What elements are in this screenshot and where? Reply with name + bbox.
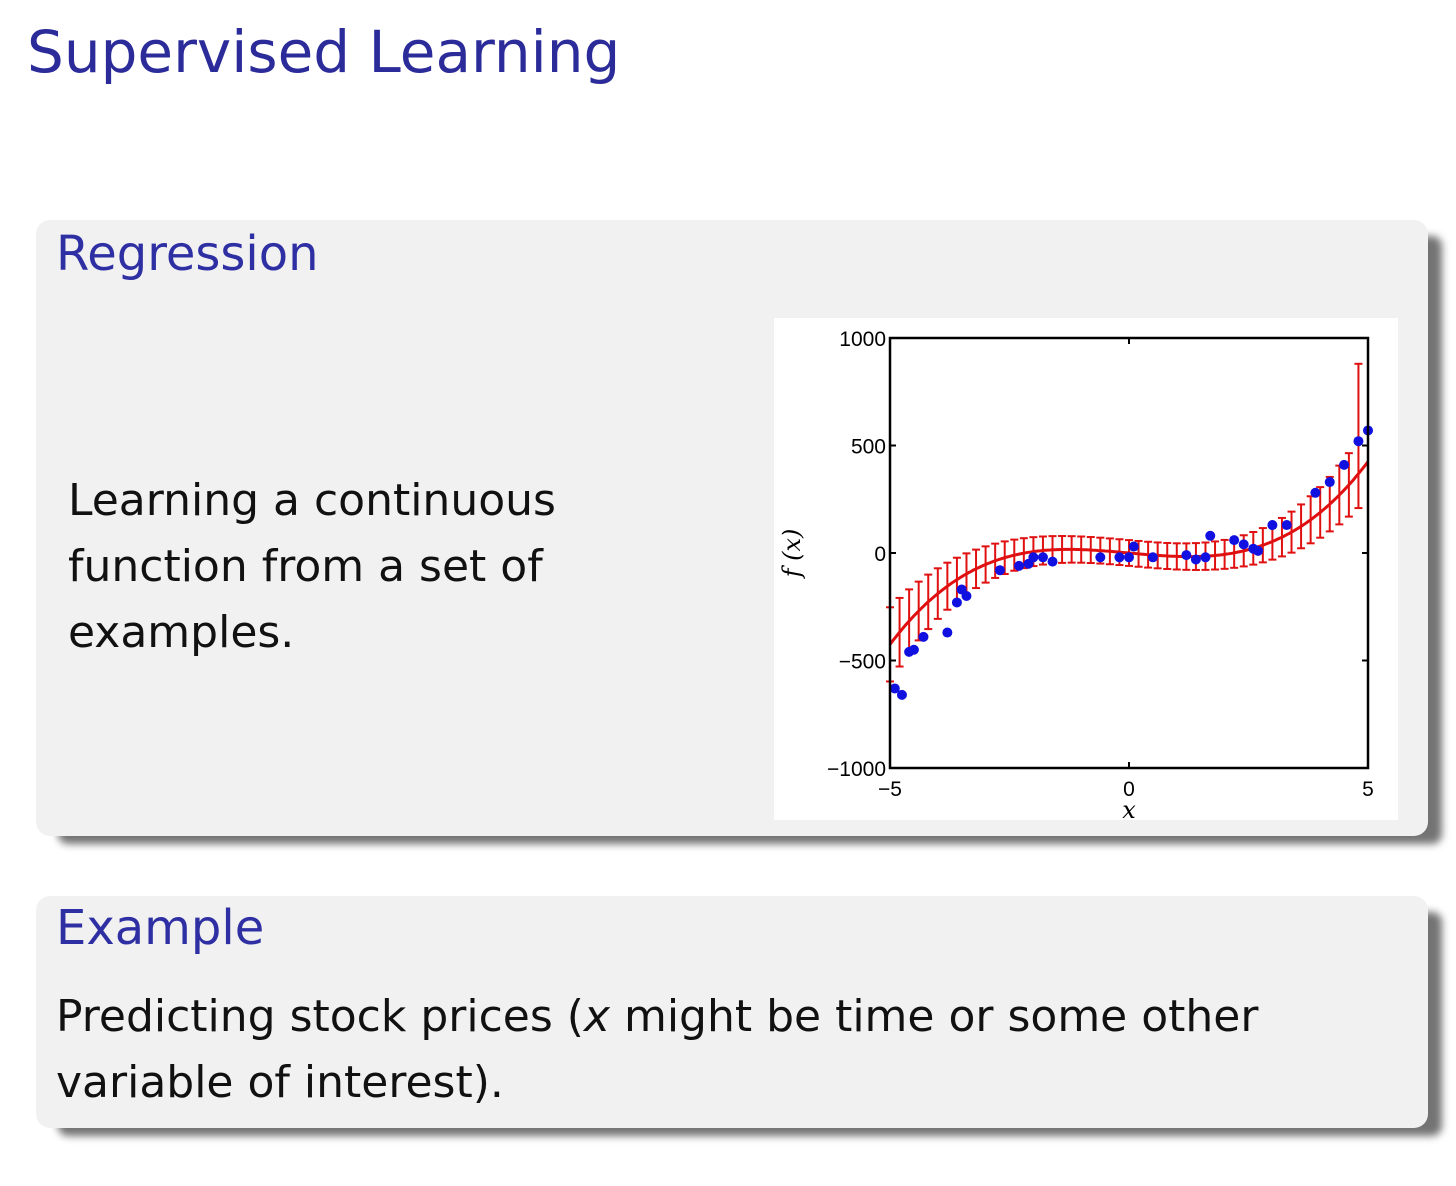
y-tick-label: −1000 <box>827 758 886 781</box>
data-point <box>1253 545 1264 556</box>
data-point <box>1190 554 1201 565</box>
data-point <box>1324 477 1335 488</box>
y-axis-label: f (x) <box>778 529 806 580</box>
data-point <box>1028 552 1039 563</box>
variable-x: x <box>583 991 610 1042</box>
example-block-title: Example <box>56 900 265 956</box>
data-point <box>1181 550 1192 561</box>
data-point <box>951 597 962 608</box>
data-point <box>1267 520 1278 531</box>
data-point <box>1128 541 1139 552</box>
frame-title: Supervised Learning <box>27 18 621 86</box>
data-point <box>1281 520 1292 531</box>
regression-block-title: Regression <box>56 226 319 282</box>
data-point <box>994 565 1005 576</box>
x-tick-label: 0 <box>1123 778 1135 801</box>
y-tick-label: 0 <box>874 543 886 566</box>
data-point <box>1205 530 1216 541</box>
data-point <box>1200 552 1211 563</box>
example-description: Predicting stock prices (x might be time… <box>56 991 1259 1108</box>
regression-block: Regression Learning a continuous functio… <box>36 220 1428 836</box>
regression-chart-svg: −1000 −500 0 500 1000 −5 0 5 x f (x) <box>778 328 1374 820</box>
data-point <box>918 631 929 642</box>
regression-description: Learning a continuous function from a se… <box>68 475 556 658</box>
example-block: Example Predicting stock prices (x might… <box>36 896 1428 1128</box>
data-point <box>908 644 919 655</box>
data-point <box>942 627 953 638</box>
x-axis-label: x <box>1122 796 1136 820</box>
data-point <box>1229 535 1240 546</box>
y-tick-label: 1000 <box>839 328 886 351</box>
data-point <box>1339 459 1350 470</box>
data-point <box>1037 552 1048 563</box>
data-point <box>1353 436 1364 447</box>
data-point <box>1147 552 1158 563</box>
x-tick-label: −5 <box>878 778 902 801</box>
data-point <box>1014 560 1025 571</box>
data-point <box>1114 552 1125 563</box>
data-point <box>896 689 907 700</box>
chart-marks <box>886 362 1373 700</box>
data-point <box>1238 539 1249 550</box>
data-point <box>1310 487 1321 498</box>
data-point <box>1124 552 1134 563</box>
data-point <box>889 683 900 694</box>
y-tick-label: 500 <box>851 436 886 459</box>
data-point <box>1095 552 1106 563</box>
x-tick-label: 5 <box>1362 778 1374 801</box>
data-point <box>961 591 972 601</box>
axis-ticks: −1000 −500 0 500 1000 −5 0 5 <box>827 328 1374 801</box>
regression-chart: −1000 −500 0 500 1000 −5 0 5 x f (x) <box>774 318 1398 820</box>
data-point <box>1047 556 1058 567</box>
y-tick-label: −500 <box>839 651 886 674</box>
